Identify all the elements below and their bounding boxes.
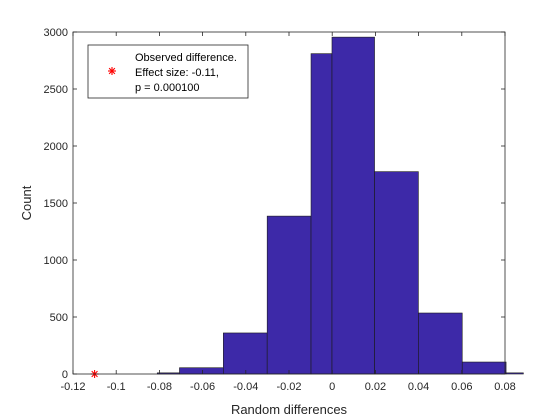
legend-marker-icon: [108, 67, 116, 75]
legend: Observed difference. Effect size: -0.11,…: [87, 44, 249, 99]
y-tick-label: 500: [50, 312, 68, 324]
legend-entry-1: Observed difference.: [135, 52, 237, 64]
x-tick-label: -0.08: [147, 381, 172, 393]
histogram-bar-8: [418, 312, 463, 375]
histogram-bar-3: [223, 332, 268, 375]
legend-asterisk-icon: [108, 67, 116, 75]
histogram-bar-2: [179, 367, 224, 375]
legend-entry-3: p = 0.000100: [135, 82, 200, 94]
x-tick-label: -0.1: [107, 381, 126, 393]
y-tick-label: 2000: [44, 141, 68, 153]
y-tick-label: 0: [62, 369, 68, 381]
x-tick-label: 0: [329, 381, 335, 393]
histogram-bars: [156, 36, 524, 375]
y-tick-label: 1000: [44, 255, 68, 267]
histogram-bar-5: [310, 53, 333, 375]
x-tick-label: -0.12: [60, 381, 85, 393]
histogram-bar-7: [374, 171, 419, 375]
y-tick-label: 3000: [44, 27, 68, 39]
histogram-bar-10: [505, 372, 524, 375]
histogram-bar-9: [461, 361, 507, 375]
histogram-bar-6: [331, 36, 375, 375]
x-tick-label: 0.02: [365, 381, 386, 393]
histogram-bar-4: [266, 215, 312, 375]
y-tick-label: 2500: [44, 84, 68, 96]
x-tick-label: -0.02: [276, 381, 301, 393]
y-axis-ticks: 0 500 1000 1500 2000 2500 3000: [44, 27, 505, 381]
x-axis-ticks: -0.12 -0.1 -0.08 -0.06 -0.04 -0.02 0 0.02 0.04 0.…: [60, 32, 516, 393]
x-tick-label: -0.04: [233, 381, 258, 393]
x-tick-label: 0.04: [408, 381, 429, 393]
y-tick-label: 1500: [44, 198, 68, 210]
x-axis-label: Random differences: [231, 402, 348, 417]
x-tick-label: 0.06: [451, 381, 472, 393]
legend-entry-2: Effect size: -0.11,: [135, 67, 219, 79]
x-tick-label: -0.06: [190, 381, 215, 393]
y-axis-label: Count: [19, 185, 34, 220]
x-tick-label: 0.08: [494, 381, 515, 393]
